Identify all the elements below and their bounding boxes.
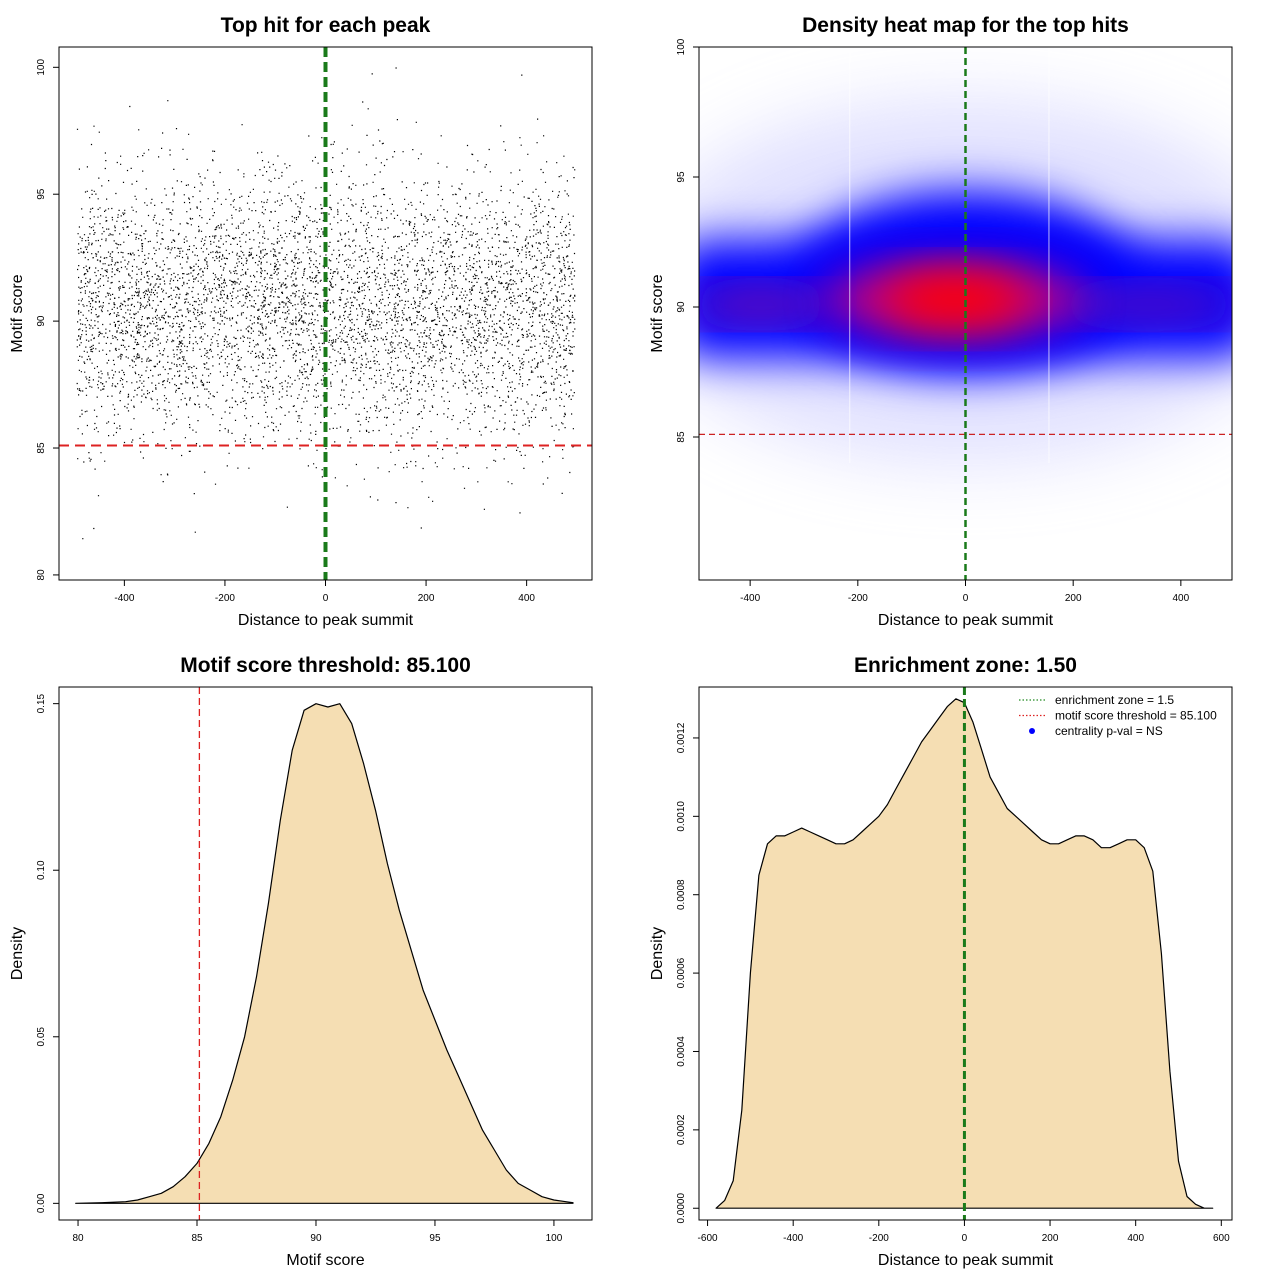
distance-density-y-tick-label: 0.0012 (676, 722, 687, 753)
heatmap-x-tick-label: -200 (848, 593, 868, 604)
scatter-y-axis-label: Motif score (9, 274, 26, 352)
scatter-y-tick-label: 85 (36, 442, 47, 454)
scatter-y-tick-label: 100 (36, 59, 47, 76)
distance-density-plot-border (698, 686, 1233, 1221)
heatmap-plot-border (698, 46, 1233, 581)
scatter-title: Top hit for each peak (221, 14, 431, 37)
scatter-y-tick-label: 80 (36, 569, 47, 581)
distance-density-y-axis-label: Density (649, 927, 666, 980)
distance-density-x-tick-label: 600 (1213, 1233, 1230, 1244)
scatter-panel: Top hit for each peak Distance to peak su… (9, 14, 593, 629)
distance-density-title: Enrichment zone: 1.50 (854, 654, 1077, 677)
scatter-plot-border (58, 46, 593, 581)
heatmap-y-tick-label: 85 (676, 431, 687, 443)
score-density-area (75, 703, 574, 1204)
legend: enrichment zone = 1.5 motif score thresho… (1019, 693, 1217, 738)
heatmap-x-tick-label: 400 (1173, 593, 1190, 604)
legend-label: centrality p-val = NS (1055, 724, 1163, 738)
heatmap-side-right (1053, 290, 1232, 319)
heatmap-x-tick-label: 0 (963, 593, 969, 604)
score-density-panel: Motif score threshold: 85.100 Motif score… (9, 654, 593, 1269)
heatmap-field (699, 47, 1232, 580)
distance-density-x-axis-label: Distance to peak summit (878, 1252, 1054, 1269)
distance-density-x-tick-label: 400 (1127, 1233, 1144, 1244)
scatter-point (76, 67, 576, 540)
score-density-x-tick-label: 95 (429, 1233, 441, 1244)
scatter-x-tick-label: -200 (215, 593, 235, 604)
scatter-x-tick-label: 400 (518, 593, 535, 604)
legend-label: motif score threshold = 85.100 (1055, 709, 1217, 723)
distance-density-y-tick-label: 0.0008 (676, 879, 687, 910)
distance-density-x-tick-label: -400 (783, 1233, 803, 1244)
scatter-y-tick-label: 95 (36, 188, 47, 200)
heatmap-title: Density heat map for the top hits (802, 14, 1129, 37)
heatmap-y-tick-label: 95 (676, 171, 687, 183)
heatmap-y-tick-label: 100 (676, 38, 687, 55)
score-density-y-tick-label: 0.05 (36, 1027, 47, 1047)
distance-density-y-tick-label: 0.0010 (676, 801, 687, 832)
score-density-y-tick-label: 0.00 (36, 1193, 47, 1213)
distance-density-x-tick-label: 200 (1042, 1233, 1059, 1244)
score-density-y-tick-label: 0.15 (36, 693, 47, 713)
score-density-x-tick-label: 85 (191, 1233, 203, 1244)
heatmap-y-tick-label: 90 (676, 301, 687, 313)
scatter-x-tick-label: -400 (114, 593, 134, 604)
heatmap-x-tick-label: 200 (1065, 593, 1082, 604)
scatter-x-tick-label: 200 (418, 593, 435, 604)
score-density-x-tick-label: 80 (72, 1233, 84, 1244)
heatmap-peak (884, 273, 1025, 326)
scatter-points (76, 67, 576, 540)
score-density-y-axis-label: Density (9, 927, 26, 980)
distance-density-y-tick-label: 0.0004 (676, 1036, 687, 1067)
distance-density-x-tick-label: -600 (698, 1233, 718, 1244)
legend-marker (1029, 728, 1035, 734)
heatmap-x-tick-label: -400 (740, 593, 760, 604)
heatmap-side-left (699, 290, 836, 319)
distance-density-y-tick-label: 0.0000 (676, 1193, 687, 1224)
distance-density-y-tick-label: 0.0002 (676, 1114, 687, 1145)
distance-density-x-tick-label: 0 (962, 1233, 968, 1244)
score-density-plot-border (58, 686, 593, 1221)
distance-density-y-tick-label: 0.0006 (676, 957, 687, 988)
score-density-title: Motif score threshold: 85.100 (180, 654, 471, 677)
legend-label: enrichment zone = 1.5 (1055, 693, 1174, 707)
score-density-x-tick-label: 100 (546, 1233, 563, 1244)
score-density-x-axis-label: Motif score (286, 1252, 364, 1269)
heatmap-panel: Density heat map for the top hits Distanc… (649, 14, 1233, 629)
distance-density-panel: Enrichment zone: 1.50 Distance to peak su… (649, 654, 1233, 1269)
score-density-x-tick-label: 90 (310, 1233, 322, 1244)
distance-density-x-tick-label: -200 (869, 1233, 889, 1244)
scatter-x-tick-label: 0 (323, 593, 329, 604)
score-density-y-tick-label: 0.10 (36, 860, 47, 880)
scatter-y-tick-label: 90 (36, 315, 47, 327)
heatmap-x-axis-label: Distance to peak summit (878, 612, 1054, 629)
heatmap-y-axis-label: Motif score (649, 274, 666, 352)
scatter-x-axis-label: Distance to peak summit (238, 612, 414, 629)
